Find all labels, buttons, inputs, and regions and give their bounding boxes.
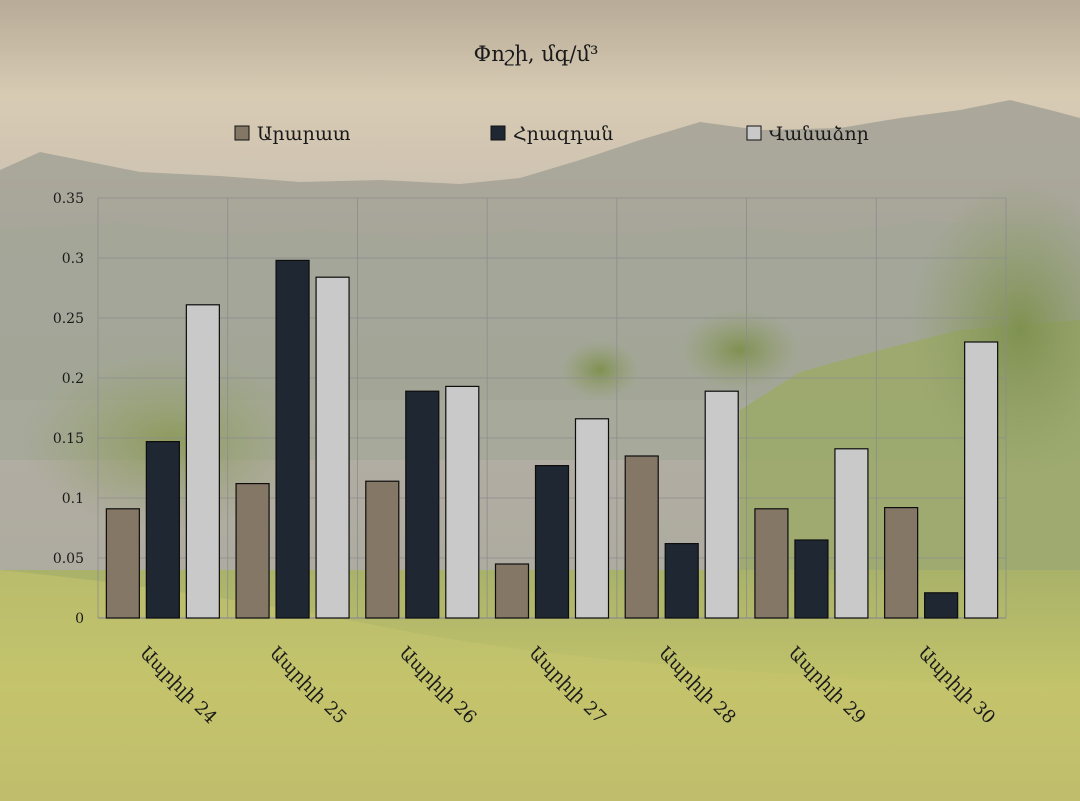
- legend-swatch-hrazdan: [490, 125, 506, 141]
- legend-label-ararat: Արարատ: [257, 123, 351, 145]
- y-tick-label: 0.2: [62, 371, 84, 387]
- bar-1-5: [624, 455, 659, 619]
- y-tick-label: 0: [75, 611, 84, 627]
- bar-2-4: [534, 465, 570, 619]
- legend-item-hrazdan: Հրազդան: [490, 123, 613, 145]
- chart-title: Փոշի, մգ/մ³: [474, 42, 599, 66]
- legend: Արարատ Հրազդան Վանաձոր: [234, 123, 869, 145]
- bar-2-6: [794, 539, 829, 619]
- bars-group: [105, 259, 999, 619]
- y-tick-label: 0.3: [62, 251, 84, 267]
- bar-2-5: [664, 542, 699, 619]
- y-tick-label: 0.35: [53, 191, 84, 207]
- bar-3-7: [964, 341, 999, 619]
- y-axis-ticks: 0 0.05 0.1 0.15 0.2 0.25 0.3 0.35: [53, 191, 84, 627]
- bar-3-1: [185, 304, 220, 619]
- bar-1-7: [884, 507, 919, 619]
- bar-2-3: [405, 390, 440, 619]
- y-tick-label: 0.25: [53, 311, 84, 327]
- bar-2-2: [275, 259, 310, 619]
- bar-1-3: [365, 480, 400, 619]
- bar-3-5: [704, 390, 739, 619]
- y-tick-label: 0.05: [53, 551, 84, 567]
- legend-label-vanadzor: Վանաձոր: [769, 123, 869, 145]
- legend-item-ararat: Արարատ: [234, 123, 351, 145]
- bar-3-6: [834, 448, 869, 619]
- bar-2-7: [924, 592, 959, 619]
- bar-2-1: [145, 441, 180, 619]
- bar-3-2: [315, 276, 350, 619]
- legend-swatch-ararat: [234, 125, 250, 141]
- bar-1-6: [754, 508, 789, 619]
- legend-swatch-vanadzor: [746, 125, 762, 141]
- bar-1-4: [494, 563, 530, 619]
- legend-item-vanadzor: Վանաձոր: [746, 123, 869, 145]
- legend-label-hrazdan: Հրազդան: [513, 123, 613, 145]
- bar-3-3: [445, 385, 480, 619]
- bar-3-4: [574, 418, 610, 619]
- bar-1-1: [105, 508, 140, 619]
- y-tick-label: 0.1: [62, 491, 84, 507]
- bar-1-2: [235, 483, 270, 619]
- y-tick-label: 0.15: [53, 431, 84, 447]
